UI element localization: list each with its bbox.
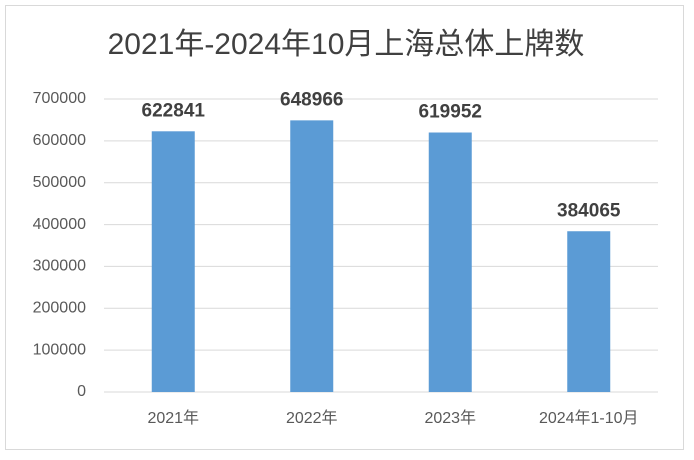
bar — [151, 131, 195, 392]
y-tick-label: 200000 — [33, 300, 86, 317]
value-label: 648966 — [280, 89, 343, 110]
value-label: 622841 — [142, 100, 206, 121]
y-tick-label: 0 — [77, 383, 86, 400]
y-tick-label: 700000 — [33, 90, 86, 107]
y-tick-label: 100000 — [33, 341, 86, 358]
bar — [567, 231, 611, 392]
x-tick-label: 2023年 — [424, 409, 476, 427]
value-label: 619952 — [419, 102, 482, 123]
x-tick-label: 2021年 — [147, 409, 199, 427]
bar — [428, 132, 472, 392]
y-tick-label: 300000 — [33, 258, 86, 275]
bar — [290, 120, 334, 392]
y-tick-label: 500000 — [33, 174, 86, 191]
y-tick-label: 400000 — [33, 216, 86, 233]
chart-title: 2021年-2024年10月上海总体上牌数 — [108, 28, 585, 61]
y-tick-label: 600000 — [33, 132, 86, 149]
x-tick-label: 2022年 — [286, 409, 338, 427]
value-label: 384065 — [557, 200, 621, 221]
x-tick-label: 2024年1-10月 — [539, 409, 639, 427]
